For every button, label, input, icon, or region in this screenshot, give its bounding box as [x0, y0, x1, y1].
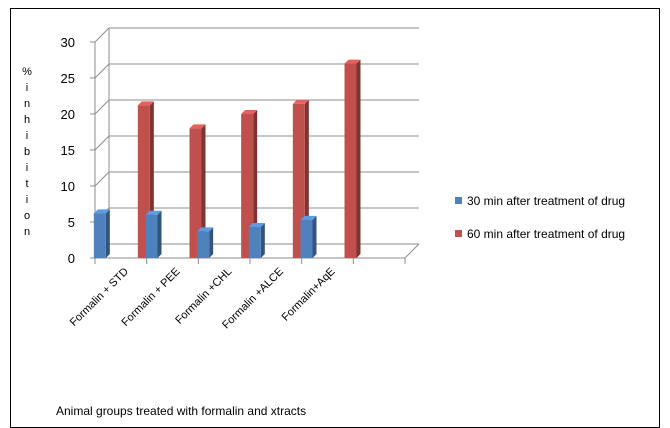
bar-side-0: [209, 227, 214, 258]
y-axis-label-char: n: [24, 98, 30, 110]
gridline-side-30: [94, 27, 110, 43]
y-tick-label: 5: [68, 215, 75, 230]
gridline-side-20: [94, 99, 110, 115]
bar-0: [248, 227, 261, 258]
y-tick-label: 20: [61, 107, 75, 122]
bar-1: [344, 63, 357, 258]
y-axis-label-char: t: [25, 178, 28, 190]
gridline-side-25: [94, 63, 110, 79]
y-axis-label-char: i: [26, 130, 28, 142]
bar-side-0: [312, 215, 317, 258]
bar-top-0: [145, 210, 162, 215]
y-axis-label-char: n: [24, 226, 30, 238]
x-category-label: Formalin+AqE: [280, 266, 338, 324]
bar-side-0: [105, 209, 110, 258]
bar-top-1: [241, 110, 258, 114]
y-axis-label-char: o: [24, 210, 30, 222]
y-axis-label-char: i: [26, 162, 28, 174]
legend-swatch-0: [455, 197, 462, 204]
y-tick-label: 30: [61, 35, 75, 50]
gridline-side-15: [94, 135, 110, 151]
chart-frame: [10, 8, 660, 428]
bar-top-1: [344, 59, 361, 64]
bar-side-1: [356, 59, 361, 258]
y-tick-label: 0: [68, 251, 75, 266]
bar-0: [93, 213, 106, 258]
bar-side-0: [260, 223, 265, 258]
y-axis-label-char: %: [22, 66, 32, 78]
bar-1: [189, 128, 202, 258]
y-axis-label-char: b: [24, 146, 30, 158]
y-axis-label-char: i: [26, 194, 28, 206]
y-axis-label-char: h: [24, 114, 30, 126]
bar-side-1: [253, 110, 258, 258]
bar-top-0: [93, 209, 110, 214]
bar-top-1: [189, 124, 206, 129]
legend-label-0: 30 min after treatment of drug: [467, 194, 625, 208]
bar-top-0: [248, 223, 265, 228]
bar-top-1: [292, 99, 309, 104]
y-tick-label: 15: [61, 143, 75, 158]
bar-side-1: [201, 124, 206, 259]
bar-side-0: [157, 210, 162, 258]
gridline-side-10: [94, 171, 110, 187]
y-tick-label: 25: [61, 71, 75, 86]
legend-swatch-1: [455, 230, 462, 237]
y-tick-label: 10: [61, 179, 75, 194]
floor-right-edge: [404, 243, 420, 259]
bar-top-0: [197, 227, 214, 232]
bar-0: [300, 219, 313, 258]
bar-1: [241, 114, 254, 258]
bar-0: [145, 214, 158, 258]
bar-0: [197, 231, 210, 258]
y-axis-label-char: i: [26, 82, 28, 94]
bar-top-1: [137, 101, 154, 106]
x-axis-title: Animal groups treated with formalin and …: [56, 404, 306, 418]
bar-top-0: [300, 215, 317, 220]
legend-label-1: 60 min after treatment of drug: [467, 227, 625, 241]
